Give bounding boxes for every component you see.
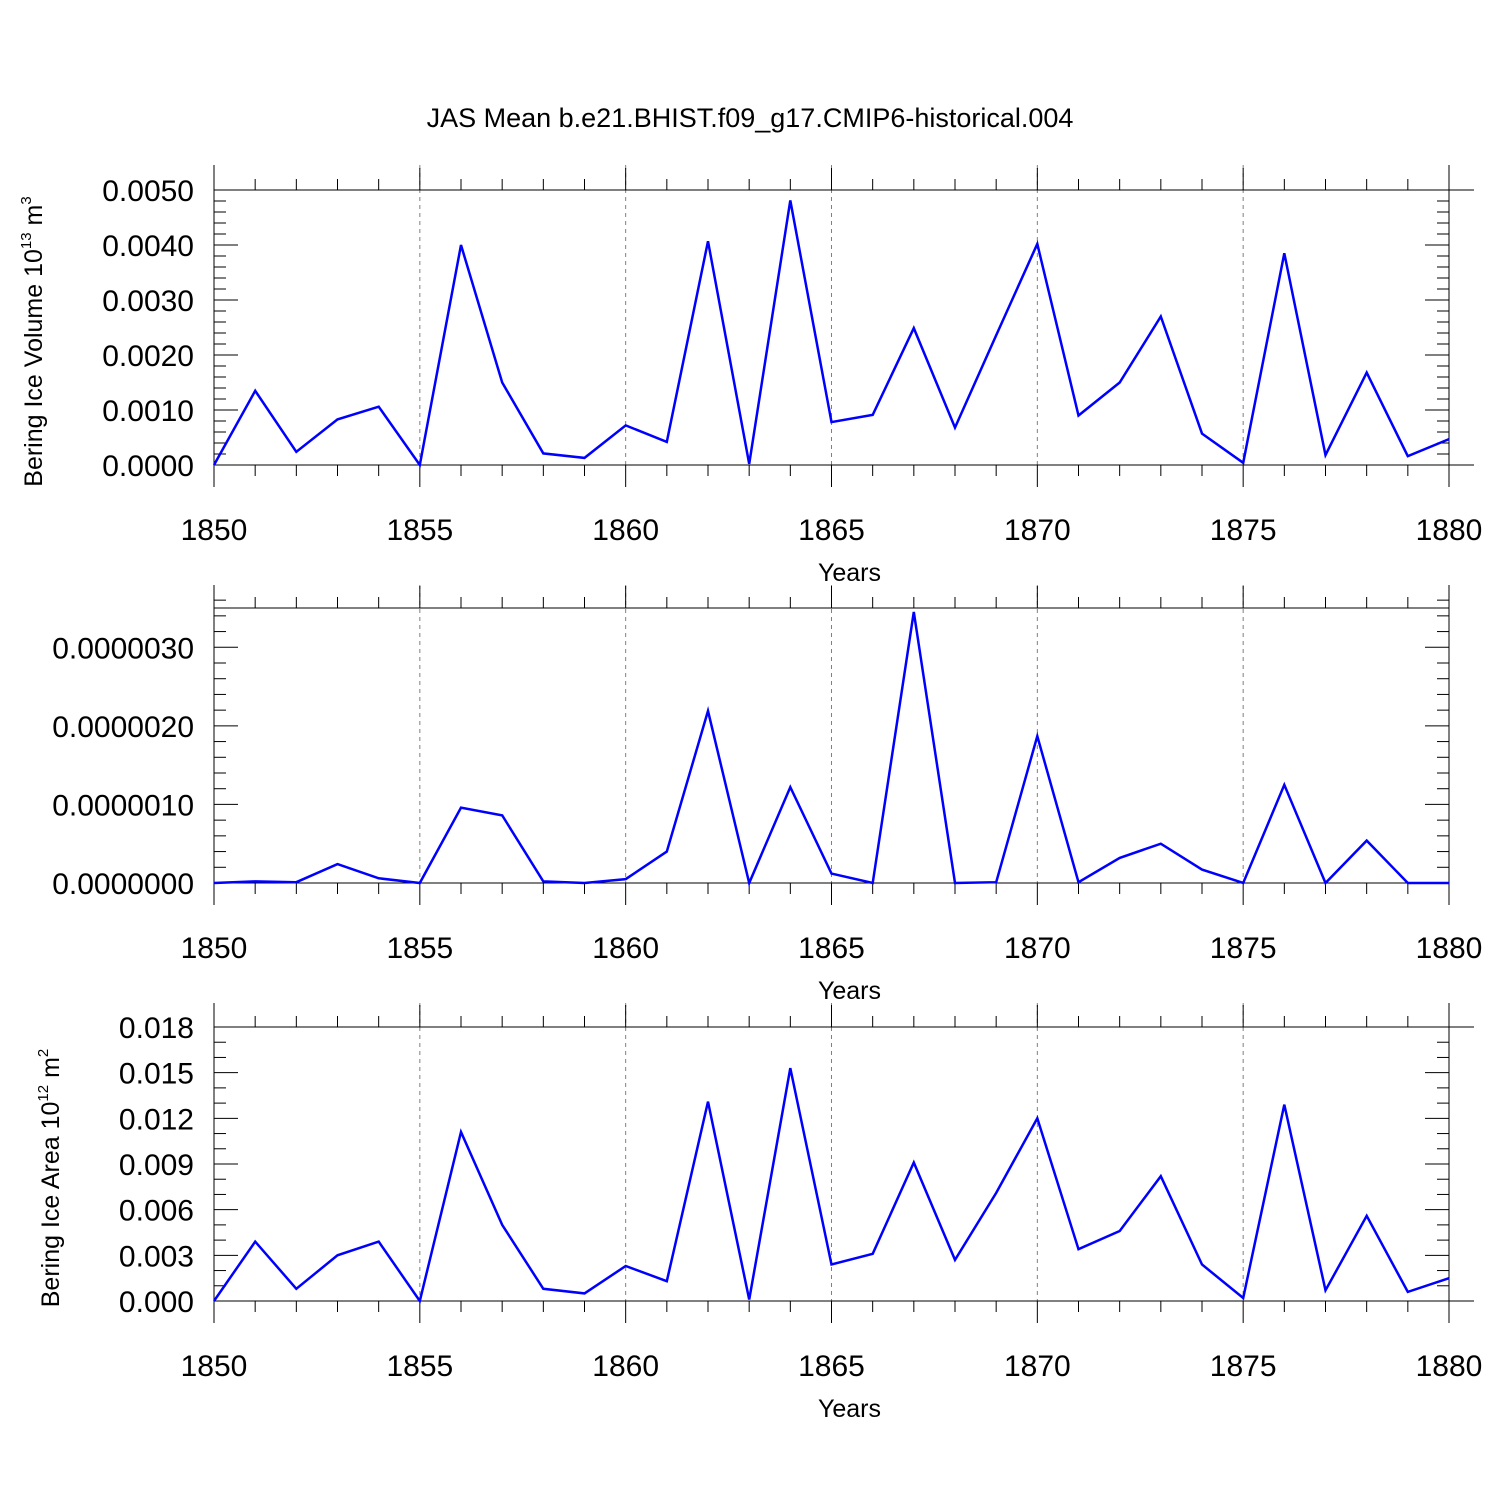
y-tick-label: 0.0040	[102, 230, 194, 263]
series-line	[212, 200, 1450, 469]
x-tick-label: 1880	[1416, 932, 1483, 965]
x-axis-label: Years	[818, 559, 881, 587]
x-tick-label: 1875	[1210, 514, 1277, 547]
series-line	[213, 611, 1449, 887]
panels: 1850 1855 1860 1865 1870 1875 1880Years0.00000…	[18, 165, 1482, 1423]
x-tick-label: 1875	[1210, 1350, 1277, 1383]
y-tick-label: 0.0000000	[52, 868, 194, 901]
panel-3: 1850 1855 1860 1865 1870 1875 1880 Years 0.000 0.…	[35, 1003, 1482, 1423]
x-tick-label: 1880	[1416, 514, 1483, 547]
x-axis-label: Years	[818, 1395, 881, 1423]
x-tick-label: 1870	[1004, 932, 1071, 965]
y-tick-label: 0.0030	[102, 285, 194, 318]
x-tick-label: 1880	[1416, 1350, 1483, 1383]
y-axis-label-text: Bering Ice Area 10	[37, 1102, 65, 1308]
x-tick-label: 1850	[181, 514, 248, 547]
y-tick-label: 0.0000030	[52, 632, 194, 665]
series-line	[212, 1067, 1450, 1304]
y-axis-label-exponent: 13	[18, 232, 35, 249]
x-tick-label: 1860	[592, 932, 659, 965]
x-tick-label: 1855	[386, 932, 453, 965]
x-tick-label: 1855	[386, 1350, 453, 1383]
x-tick-label: 1860	[592, 514, 659, 547]
y-tick-label: 0.003	[119, 1240, 194, 1273]
x-axis-label: Years	[818, 977, 881, 1005]
y-axis-label-unit: m	[20, 205, 48, 233]
y-axis-label-unit: m	[37, 1057, 65, 1085]
x-tick-label: 1865	[798, 932, 865, 965]
y-tick-label: 0.0050	[102, 175, 194, 208]
panel-2: 1850 1855 1860 1865 1870 1875 1880 Years 0.00000…	[52, 585, 1482, 1005]
y-tick-label: 0.0000010	[52, 789, 194, 822]
figure-title: JAS Mean b.e21.BHIST.f09_g17.CMIP6-histo…	[427, 103, 1074, 133]
y-axis-label-text: Bering Ice Volume 10	[20, 249, 48, 487]
y-tick-label: 0.015	[119, 1058, 194, 1091]
y-axis-label-exponent: 12	[35, 1085, 52, 1102]
y-tick-label: 0.0000020	[52, 711, 194, 744]
y-axis-label: Bering Ice Volume 1013 m3	[18, 196, 48, 486]
x-tick-label: 1850	[181, 1350, 248, 1383]
x-tick-label: 1870	[1004, 514, 1071, 547]
x-tick-label: 1855	[386, 514, 453, 547]
y-tick-label: 0.018	[119, 1012, 194, 1045]
y-axis-label: Bering Ice Area 1012 m2	[35, 1049, 65, 1308]
y-tick-label: 0.012	[119, 1103, 194, 1136]
y-axis-label-unit-exponent: 2	[35, 1049, 52, 1057]
x-tick-label: 1875	[1210, 932, 1277, 965]
y-tick-label: 0.0020	[102, 340, 194, 373]
y-tick-label: 0.0010	[102, 395, 194, 428]
x-tick-label: 1865	[798, 514, 865, 547]
x-tick-label: 1870	[1004, 1350, 1071, 1383]
panel-1: 1850 1855 1860 1865 1870 1875 1880 Years 0.0000 0…	[18, 165, 1482, 587]
y-tick-label: 0.006	[119, 1195, 194, 1228]
x-tick-label: 1860	[592, 1350, 659, 1383]
y-tick-label: 0.009	[119, 1149, 194, 1182]
y-axis-label-unit-exponent: 3	[18, 196, 35, 204]
x-tick-label: 1850	[181, 932, 248, 965]
y-tick-label: 0.0000	[102, 450, 194, 483]
x-tick-label: 1865	[798, 1350, 865, 1383]
y-tick-label: 0.000	[119, 1286, 194, 1319]
